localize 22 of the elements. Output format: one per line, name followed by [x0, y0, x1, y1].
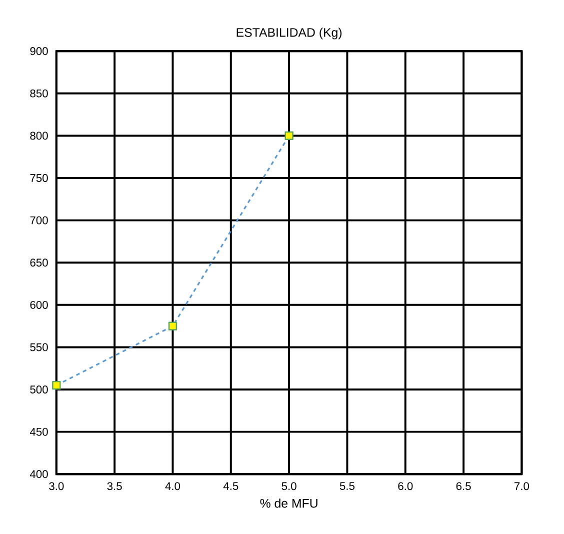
y-tick-label: 400: [30, 470, 48, 478]
x-tick-label: 3.5: [107, 482, 122, 490]
y-tick-label: 550: [30, 343, 48, 352]
x-tick-label: 5.5: [340, 482, 354, 490]
y-tick-label: 850: [30, 89, 48, 98]
y-tick-label: 450: [30, 428, 48, 436]
y-tick-label: 500: [30, 386, 48, 394]
y-tick-label: 650: [30, 258, 48, 267]
x-tick-label: 4.0: [165, 482, 180, 490]
y-tick-label: 750: [30, 174, 48, 182]
x-tick-label: 4.5: [223, 482, 238, 490]
y-tick-label: 900: [30, 47, 48, 56]
x-tick-label: 6.0: [398, 482, 413, 490]
x-tick-label: 3.0: [49, 482, 64, 490]
x-tick-label: 7.0: [514, 482, 530, 490]
x-tick-label: 6.5: [456, 482, 471, 490]
y-tick-label: 600: [30, 300, 48, 309]
y-tick-label: 800: [30, 132, 48, 140]
chart-title: ESTABILIDAD (Kg): [236, 28, 342, 40]
y-tick-label: 700: [30, 216, 48, 224]
x-axis-title: % de MFU: [260, 498, 318, 508]
x-tick-label: 5.0: [282, 482, 296, 490]
